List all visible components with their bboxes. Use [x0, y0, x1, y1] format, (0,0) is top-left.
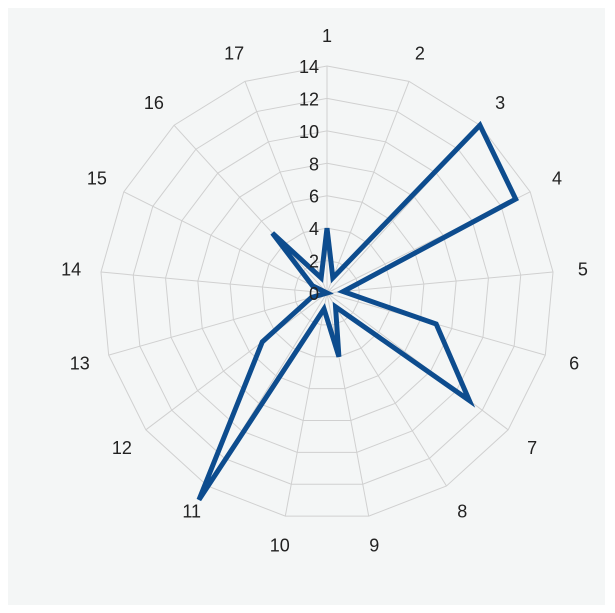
- category-label-7: 7: [527, 438, 537, 458]
- tick-label-4: 4: [309, 219, 319, 239]
- category-label-4: 4: [552, 168, 562, 188]
- tick-label-2: 2: [309, 252, 319, 272]
- category-label-14: 14: [61, 259, 81, 279]
- category-label-13: 13: [70, 353, 90, 373]
- grid-spoke-2: [326, 81, 410, 294]
- category-label-15: 15: [87, 168, 107, 188]
- tick-label-6: 6: [309, 187, 319, 207]
- grid-spoke-5: [326, 271, 554, 294]
- chart-panel: [8, 8, 605, 605]
- category-label-8: 8: [457, 502, 467, 522]
- grid-spoke-8: [326, 292, 447, 487]
- grid-spoke-15: [123, 191, 328, 294]
- category-label-6: 6: [569, 353, 579, 373]
- grid-spoke-13: [108, 292, 328, 356]
- grid-spoke-12: [145, 292, 328, 431]
- grid-spoke-14: [100, 271, 328, 294]
- tick-label-10: 10: [299, 122, 319, 142]
- tick-label-14: 14: [299, 57, 319, 77]
- tick-label-0: 0: [309, 284, 319, 304]
- series-layer: [196, 120, 519, 502]
- grid-ring-6: [229, 195, 425, 390]
- grid-spoke-10: [284, 292, 328, 517]
- category-label-3: 3: [495, 93, 505, 113]
- grid-ring-14: [100, 65, 554, 517]
- category-label-5: 5: [578, 259, 588, 279]
- category-label-9: 9: [369, 536, 379, 556]
- category-label-10: 10: [270, 536, 290, 556]
- category-label-12: 12: [112, 438, 132, 458]
- category-labels: 1 2 3 4 5 6 7 8 9 10 11 12 13 14 15 16 1…: [61, 26, 588, 556]
- grid-spoke-17: [244, 81, 328, 294]
- grid-spoke-9: [326, 292, 370, 517]
- category-label-2: 2: [415, 43, 425, 63]
- category-label-11: 11: [182, 502, 201, 522]
- grid-ring-12: [132, 97, 522, 485]
- tick-label-8: 8: [309, 154, 319, 174]
- category-label-17: 17: [224, 43, 244, 63]
- category-label-16: 16: [144, 93, 164, 113]
- grid-ring-4: [261, 227, 393, 358]
- grid-ring-8: [197, 162, 457, 422]
- tick-label-12: 12: [299, 89, 319, 109]
- tick-labels: 0 2 4 6 8 10 12 14: [299, 57, 319, 304]
- grid-ring-10: [165, 130, 489, 453]
- grid-spoke-16: [173, 124, 328, 294]
- series-line: [196, 120, 519, 502]
- category-label-1: 1: [322, 26, 332, 46]
